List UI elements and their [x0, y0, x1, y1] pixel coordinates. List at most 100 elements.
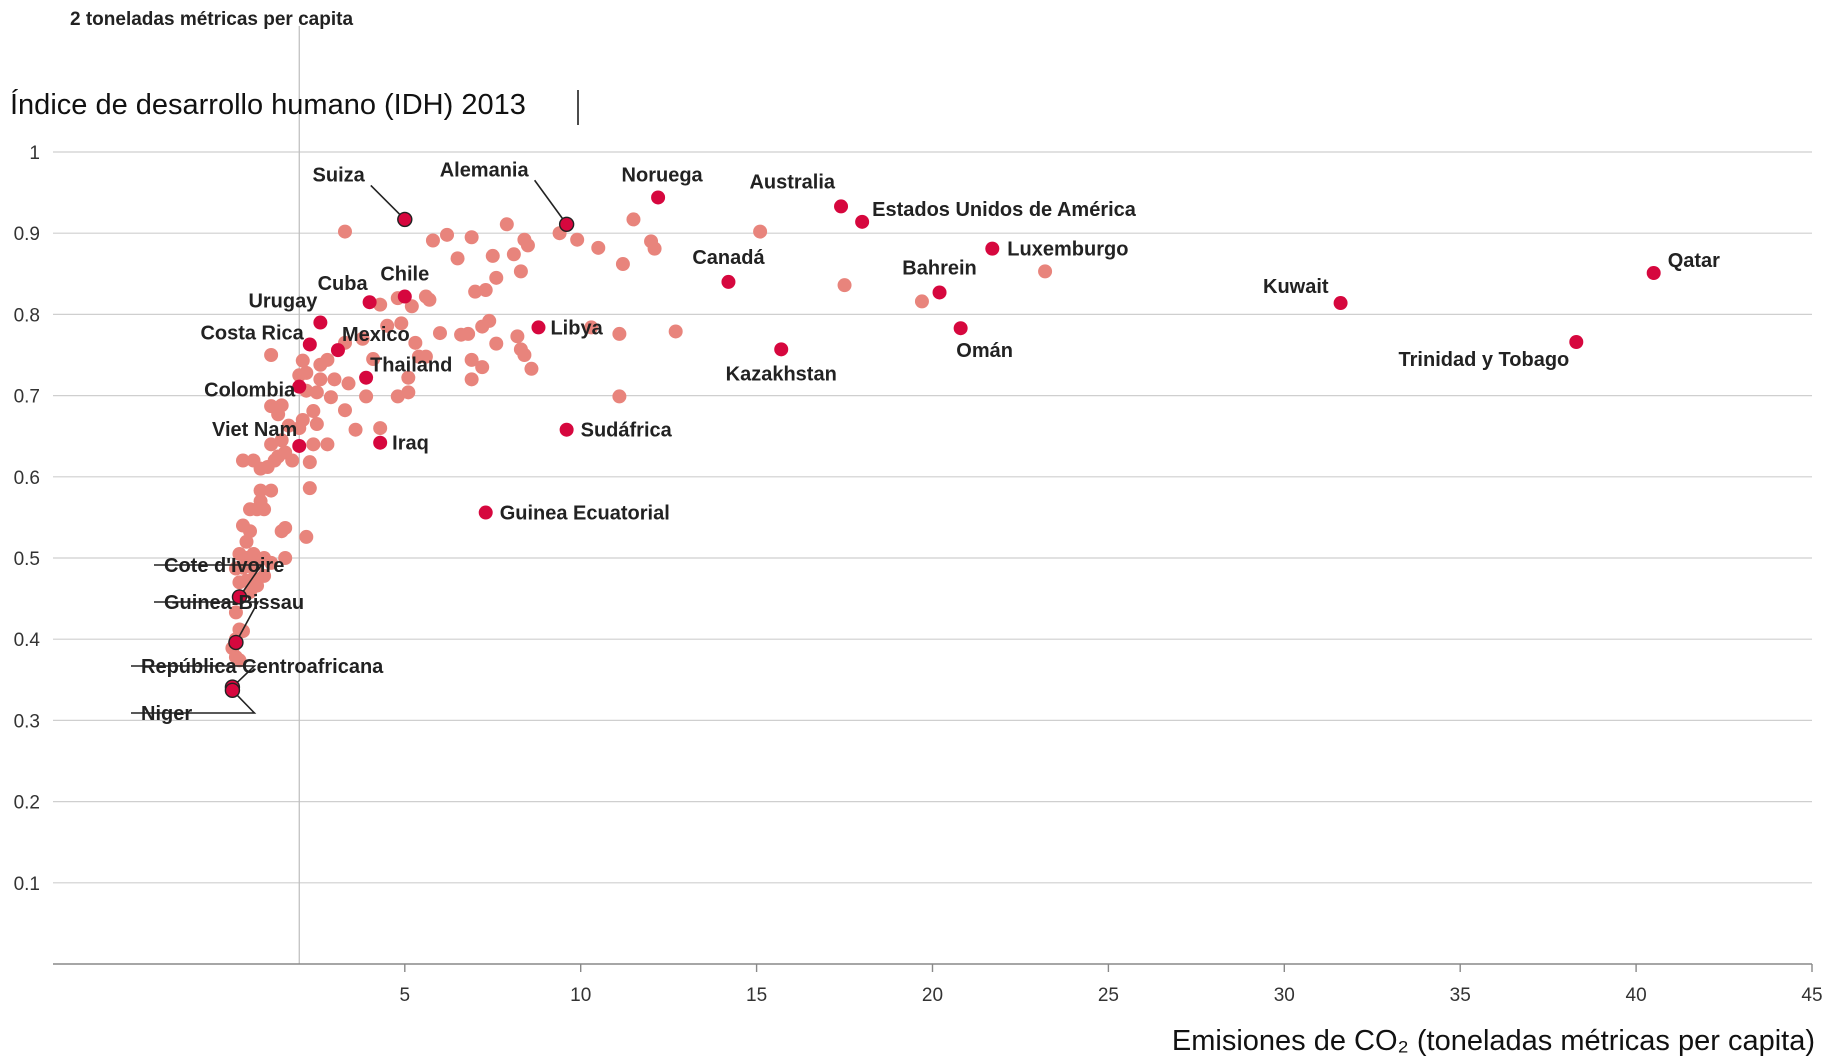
data-point	[337, 403, 352, 418]
data-point	[520, 238, 535, 253]
highlighted-point	[953, 321, 968, 336]
highlighted-point	[231, 589, 248, 605]
leader-line	[154, 601, 260, 643]
highlighted-point	[774, 342, 789, 357]
country-label: Canadá	[692, 247, 765, 269]
data-point	[264, 348, 279, 362]
data-point	[292, 368, 307, 383]
highlighted-point	[721, 274, 736, 289]
x-tick-label: 20	[922, 985, 943, 1006]
leader-lines	[131, 179, 568, 714]
data-point	[626, 212, 641, 227]
data-point	[264, 483, 279, 498]
data-point	[306, 437, 321, 452]
country-label: Cote d'Ivoire	[164, 555, 284, 577]
data-point	[461, 326, 476, 341]
country-label: Niger	[141, 703, 192, 725]
data-point	[837, 278, 852, 293]
y-tick-label: 0.4	[14, 630, 41, 651]
data-point	[246, 453, 261, 468]
leader-line	[533, 179, 568, 225]
highlighted-point	[1569, 335, 1584, 350]
data-point	[359, 389, 374, 404]
data-point	[468, 284, 483, 299]
data-point	[517, 348, 532, 362]
country-label: Costa Rica	[200, 322, 304, 344]
data-point	[482, 313, 497, 328]
y-tick-label: 0.9	[14, 224, 40, 245]
leader-line	[131, 665, 257, 688]
data-point	[250, 578, 265, 593]
country-label: Urugay	[248, 291, 318, 313]
data-point	[320, 437, 335, 452]
leader-line	[131, 689, 257, 714]
country-label: Bahrein	[902, 257, 976, 279]
data-point	[475, 360, 490, 375]
data-point	[513, 264, 528, 279]
highlighted-point	[397, 211, 413, 228]
data-point	[366, 352, 381, 367]
data-point	[914, 294, 929, 309]
country-label: Iraq	[392, 433, 429, 455]
country-label: Mexico	[342, 324, 410, 346]
data-point	[309, 417, 324, 432]
data-point	[228, 605, 243, 620]
country-label: Omán	[956, 340, 1013, 362]
data-point	[753, 224, 768, 239]
data-point	[506, 247, 521, 262]
data-point	[404, 299, 419, 314]
data-point	[464, 372, 479, 387]
highlighted-point	[651, 190, 666, 205]
data-point	[348, 422, 363, 437]
country-label: Sudáfrica	[581, 420, 673, 442]
data-point	[299, 529, 314, 544]
data-point	[295, 353, 310, 368]
data-point	[432, 326, 447, 341]
highlighted-point	[313, 315, 328, 330]
country-label: Libya	[550, 317, 603, 339]
data-point	[309, 385, 324, 400]
country-label: Suiza	[313, 164, 366, 186]
data-point	[257, 568, 272, 583]
data-point	[612, 326, 627, 341]
data-point	[306, 404, 321, 419]
highlighted-point	[228, 634, 244, 651]
highlighted-point	[397, 289, 412, 304]
y-tick-label: 0.8	[14, 305, 40, 326]
data-point	[584, 320, 599, 335]
data-point	[668, 324, 683, 339]
x-tick-label: 30	[1274, 985, 1295, 1006]
highlighted-point	[558, 216, 575, 232]
highlighted-point	[292, 438, 307, 453]
data-point	[278, 551, 293, 565]
data-point	[271, 407, 286, 422]
data-point	[278, 520, 293, 535]
y-tick-label: 0.2	[14, 793, 40, 814]
data-point	[355, 331, 370, 346]
data-point	[450, 251, 465, 266]
data-point	[373, 421, 388, 436]
data-point	[243, 524, 258, 539]
country-labels: Suiza Alemania Noruega Australia Estados Uni…	[141, 159, 1720, 725]
data-point	[302, 481, 317, 496]
data-point	[591, 240, 606, 255]
data-point	[264, 437, 279, 452]
country-label: Thailand	[370, 355, 452, 377]
data-point	[401, 385, 416, 400]
data-point	[485, 248, 500, 263]
highlighted-point	[292, 379, 307, 394]
data-point	[499, 217, 514, 232]
x-tick-label: 5	[400, 985, 411, 1006]
data-point	[570, 232, 585, 247]
x-tick-label: 40	[1626, 985, 1647, 1006]
data-point	[425, 233, 440, 248]
data-point	[239, 534, 254, 549]
y-tick-label: 1	[29, 143, 40, 164]
highlighted-point	[932, 285, 947, 300]
data-point	[612, 389, 627, 404]
y-tick-label: 0.6	[14, 468, 40, 489]
country-label: Qatar	[1668, 250, 1720, 272]
leader-line	[154, 564, 263, 598]
x-axis-label: Emisiones de CO₂ (toneladas métricas per…	[1172, 1025, 1815, 1056]
